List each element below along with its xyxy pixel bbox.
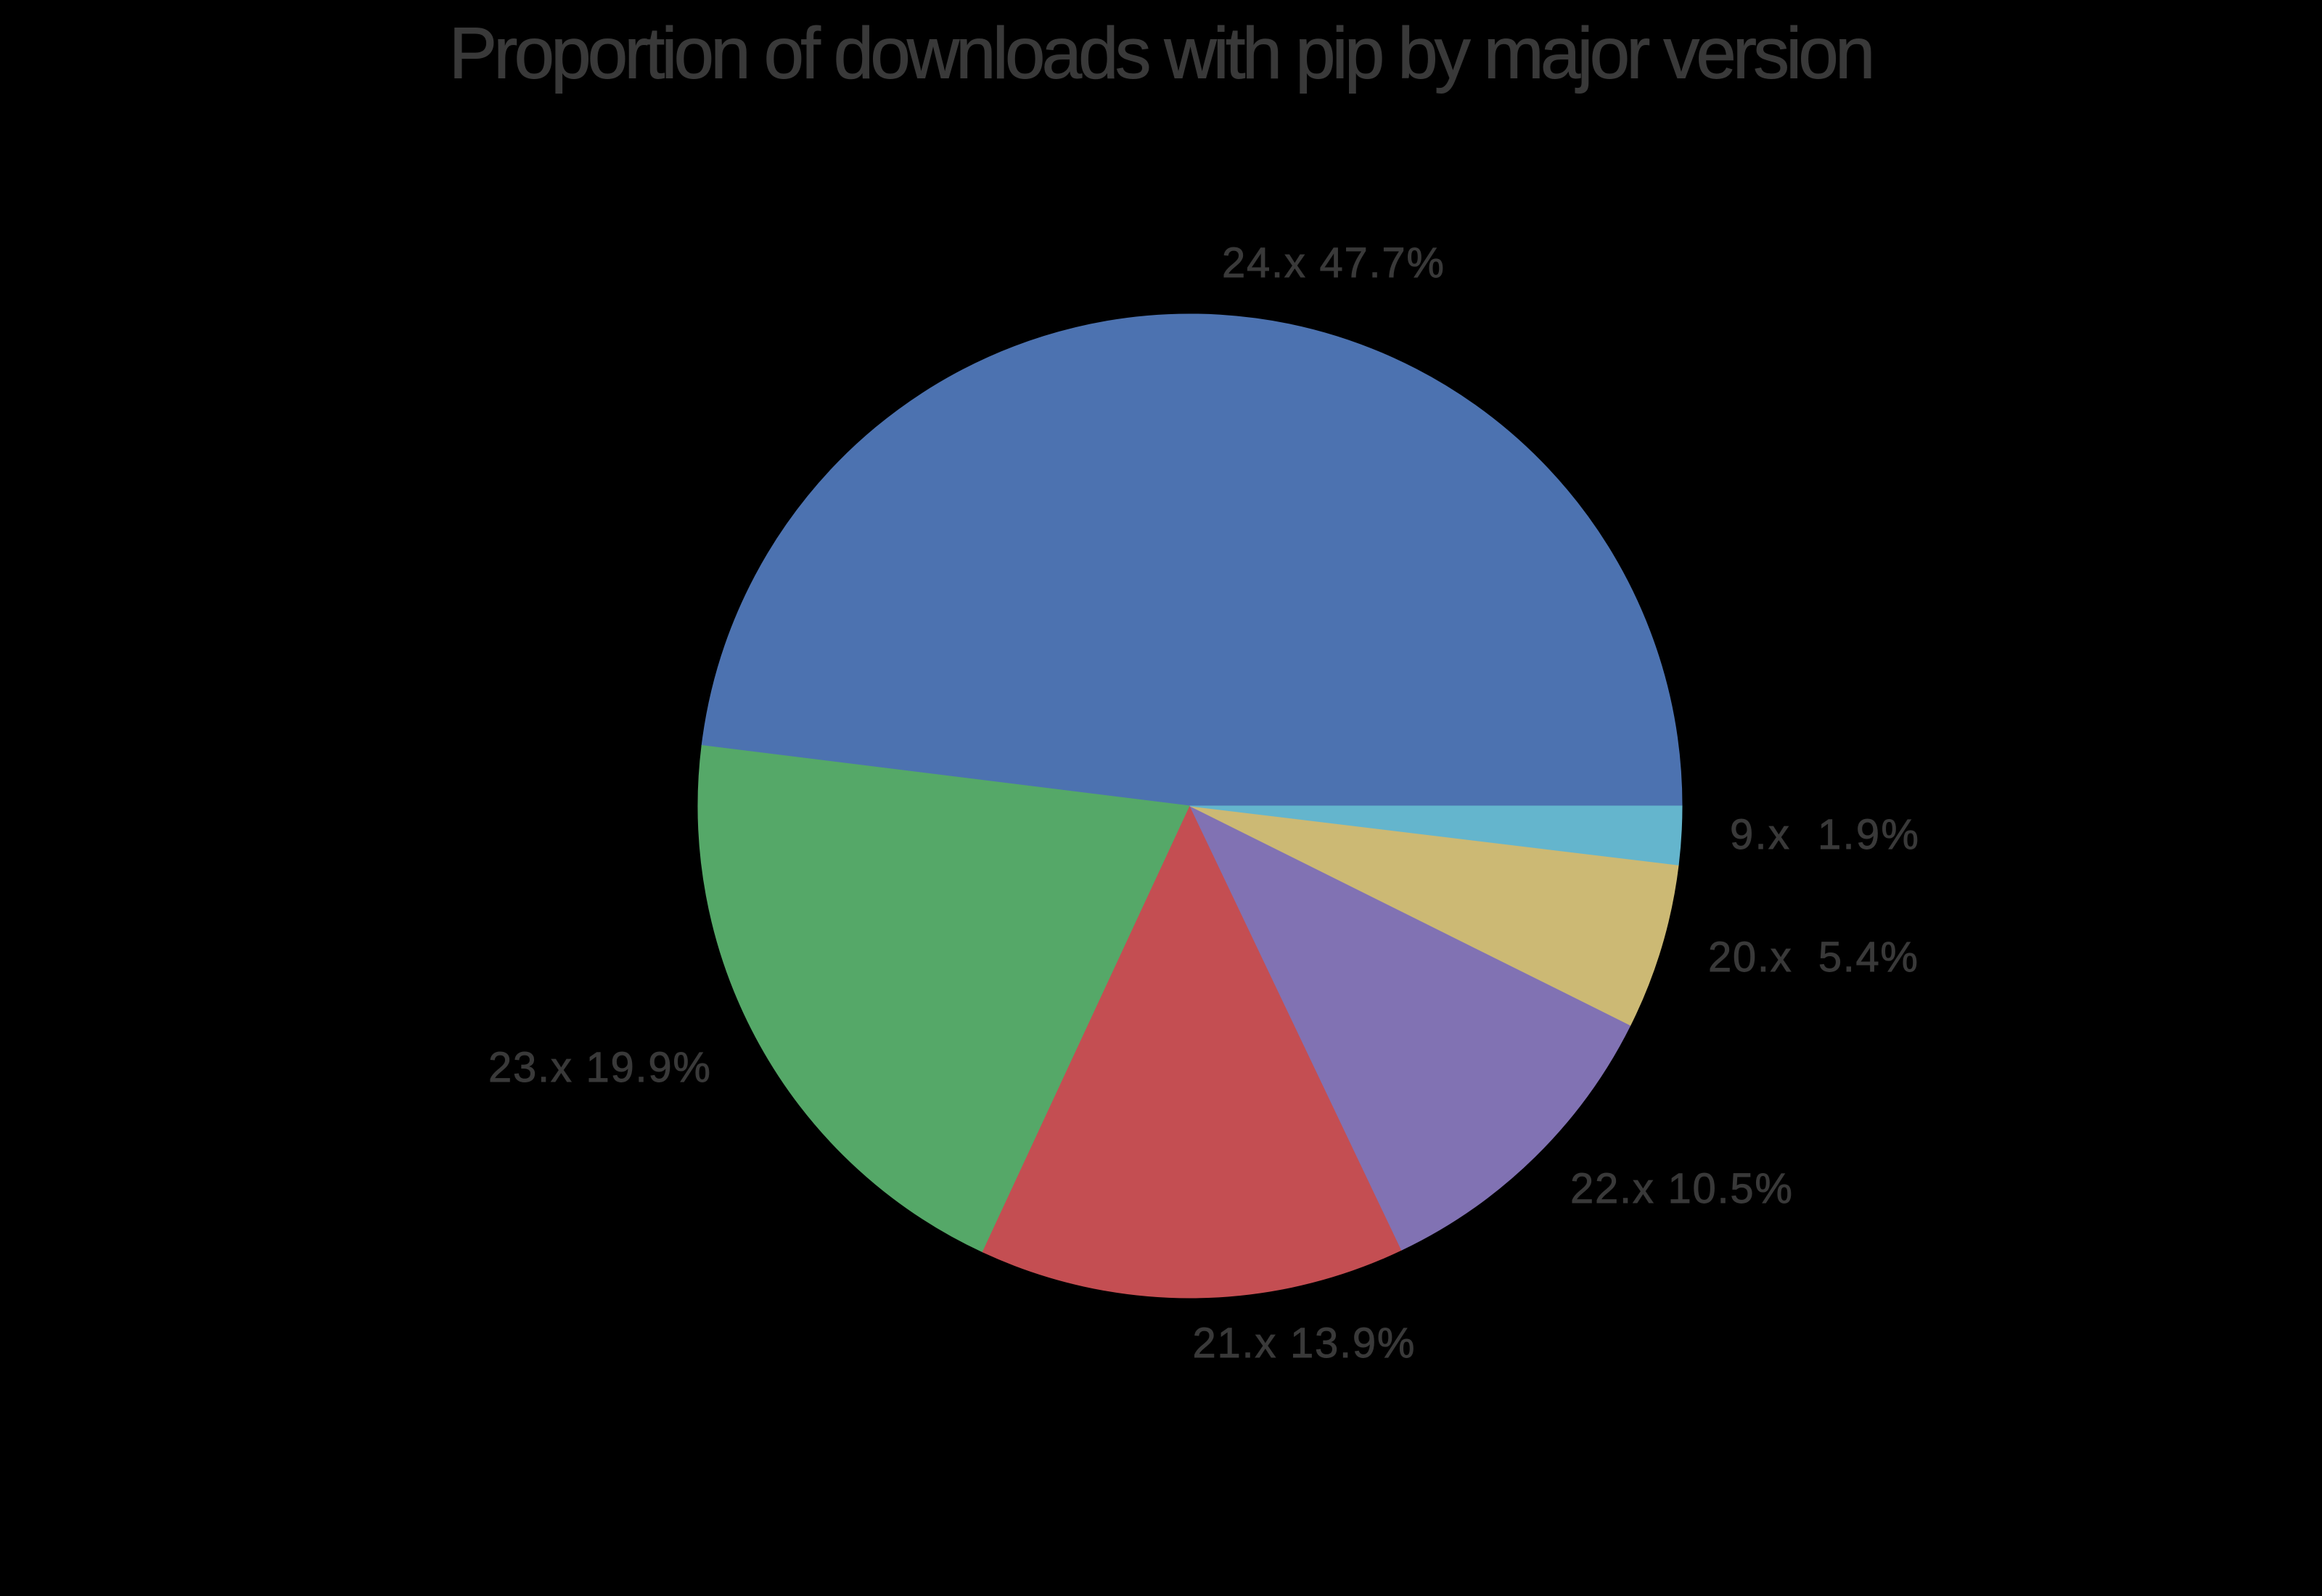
svg-text:20.x 5.4%: 20.x 5.4% [1708, 934, 1918, 981]
svg-text:Proportion of downloads with p: Proportion of downloads with pip by majo… [449, 13, 1876, 94]
svg-text:23.x 19.9%: 23.x 19.9% [488, 1044, 710, 1091]
svg-text:21.x 13.9%: 21.x 13.9% [1193, 1320, 1415, 1367]
svg-text:9.x 1.9%: 9.x 1.9% [1730, 811, 1919, 858]
svg-text:22.x 10.5%: 22.x 10.5% [1570, 1165, 1792, 1212]
svg-text:24.x 47.7%: 24.x 47.7% [1222, 239, 1444, 287]
